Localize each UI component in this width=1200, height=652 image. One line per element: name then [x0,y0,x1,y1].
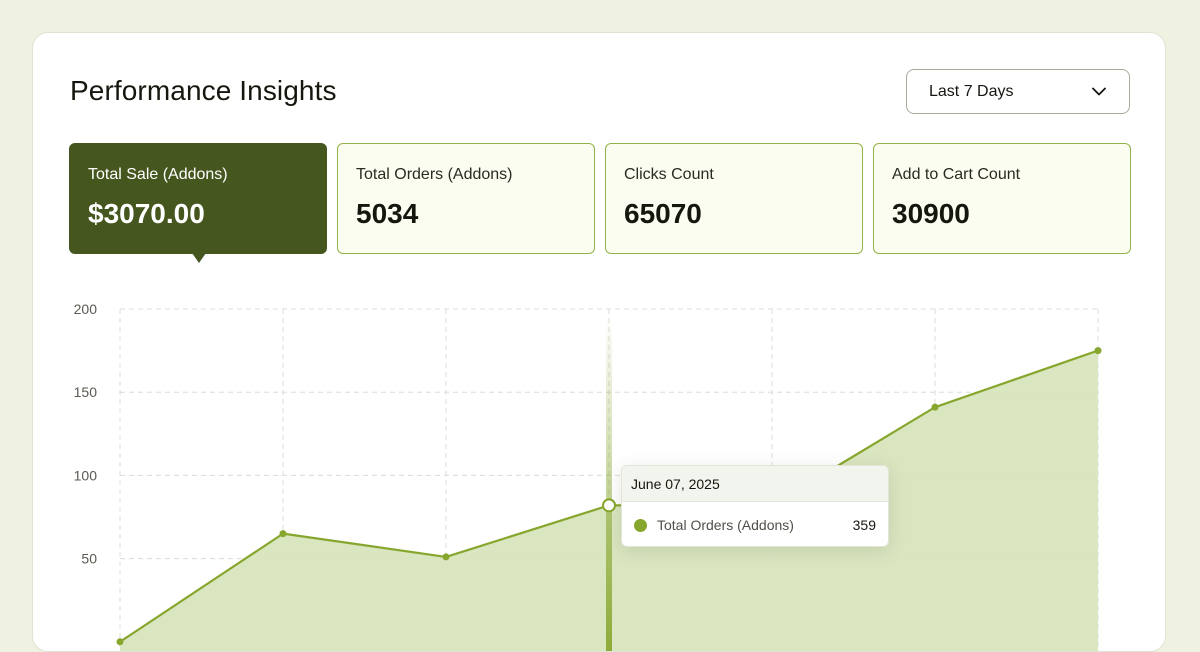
series-area-fill [120,350,1098,651]
stat-value: 5034 [356,198,419,229]
y-tick-label: 50 [81,551,97,567]
tooltip-series-name: Total Orders (Addons) [657,517,794,533]
chevron-down-icon [1091,84,1107,100]
page-title: Performance Insights [70,75,337,106]
stat-card-clicks-count[interactable]: Clicks Count 65070 [605,143,863,254]
stat-label: Total Orders (Addons) [356,166,513,183]
data-point [1094,347,1102,355]
data-point [279,530,287,538]
data-point [442,553,450,561]
orders-area-chart: 50 100 150 200 [74,301,1102,651]
stat-value: 65070 [624,198,702,229]
data-point [931,403,939,411]
tooltip-date: June 07, 2025 [622,466,888,502]
stat-label: Total Sale (Addons) [88,166,228,183]
chart-tooltip: June 07, 2025 Total Orders (Addons) 359 [621,465,889,547]
stat-card-total-orders[interactable]: Total Orders (Addons) 5034 [337,143,595,254]
stat-value: $3070.00 [88,198,205,229]
data-point [116,638,124,646]
date-range-value: Last 7 Days [929,82,1014,100]
tooltip-row: Total Orders (Addons) 359 [622,502,888,546]
date-range-select[interactable]: Last 7 Days [906,69,1130,114]
stat-value: 30900 [892,198,970,229]
stat-label: Clicks Count [624,166,714,183]
y-tick-label: 150 [74,384,98,400]
y-tick-label: 100 [74,467,98,483]
data-point-highlighted [602,498,616,513]
hover-indicator-bar [606,317,612,651]
tooltip-value: 359 [852,517,876,533]
stat-cards: Total Sale (Addons) $3070.00 Total Order… [69,143,1131,263]
stat-card-total-sale[interactable]: Total Sale (Addons) $3070.00 [69,143,327,263]
series-dot-icon [634,518,647,532]
stat-card-add-to-cart-count[interactable]: Add to Cart Count 30900 [873,143,1131,254]
stat-label: Add to Cart Count [892,166,1021,183]
y-tick-label: 200 [74,301,98,317]
performance-card: 50 100 150 200 Performance Insights Last 7 … [32,32,1166,652]
